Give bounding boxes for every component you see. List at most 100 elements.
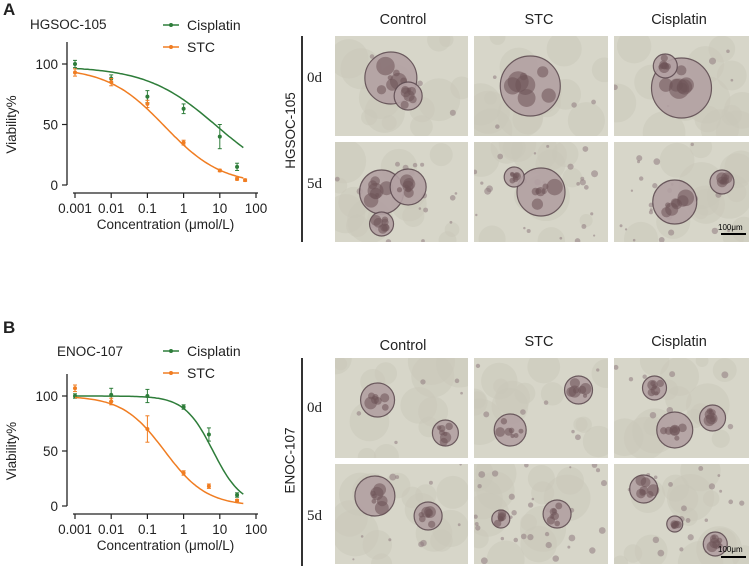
x-tick-label: 0.1 bbox=[138, 522, 157, 537]
cell-debris bbox=[576, 181, 580, 186]
cell-debris bbox=[480, 181, 484, 185]
background-texture bbox=[575, 416, 592, 433]
cell-debris bbox=[369, 54, 375, 59]
organoid-photo-b-stc-0d bbox=[474, 358, 608, 458]
background-texture bbox=[527, 358, 561, 384]
organoid-texture bbox=[372, 394, 379, 401]
organoid-photo-b-cisplatin-0d bbox=[614, 358, 749, 458]
organoid-texture bbox=[400, 87, 411, 98]
background-texture bbox=[486, 540, 525, 564]
cell-debris bbox=[460, 391, 463, 395]
cell-debris bbox=[614, 84, 618, 91]
cell-debris bbox=[739, 500, 745, 506]
cell-debris bbox=[708, 483, 716, 490]
cell-debris bbox=[730, 78, 734, 82]
organoid-texture bbox=[510, 171, 515, 176]
organoid-texture bbox=[508, 427, 515, 434]
background-texture bbox=[702, 490, 720, 507]
cell-debris bbox=[544, 531, 550, 537]
x-tick-label: 0.01 bbox=[98, 522, 124, 537]
background-texture bbox=[716, 60, 747, 91]
organoid-texture bbox=[671, 198, 682, 210]
condition-label-stc: STC bbox=[524, 334, 554, 350]
cell-debris bbox=[520, 533, 527, 540]
cell-debris bbox=[420, 162, 425, 167]
organoid-texture bbox=[579, 383, 592, 395]
cell-debris bbox=[690, 142, 694, 147]
organoid-texture bbox=[665, 202, 671, 208]
x-tick-label: 1 bbox=[180, 201, 188, 216]
background-texture bbox=[335, 142, 367, 184]
organoid-texture bbox=[636, 488, 646, 499]
organoid-photo-a-control-5d bbox=[335, 142, 468, 242]
cell-debris bbox=[513, 537, 519, 543]
organoid-texture bbox=[658, 64, 664, 70]
cell-debris bbox=[421, 239, 425, 242]
organoid-texture bbox=[510, 433, 515, 439]
organoid-texture bbox=[555, 502, 563, 510]
organoid-texture bbox=[428, 520, 436, 528]
y-tick-label: 0 bbox=[50, 499, 58, 514]
cell-debris bbox=[582, 146, 589, 152]
organoid-texture bbox=[541, 188, 547, 195]
cell-debris bbox=[657, 549, 665, 557]
cell-debris bbox=[679, 547, 684, 552]
background-texture bbox=[411, 358, 455, 398]
organoid-texture bbox=[664, 63, 671, 70]
organoid-texture bbox=[652, 384, 657, 389]
data-point-cisplatin bbox=[109, 392, 114, 397]
x-tick-label: 0.001 bbox=[58, 201, 92, 216]
cell-debris bbox=[598, 527, 606, 534]
x-tick-label: 0.01 bbox=[98, 201, 124, 216]
organoid-texture bbox=[495, 427, 506, 437]
cell-debris bbox=[698, 466, 704, 471]
chart-title: HGSOC-105 bbox=[30, 17, 107, 32]
cell-debris bbox=[728, 499, 734, 505]
scale-bar-label-b: 100μm bbox=[718, 545, 743, 554]
background-texture bbox=[335, 358, 352, 375]
y-axis-label: Viability% bbox=[4, 95, 19, 153]
cell-debris bbox=[668, 229, 675, 236]
background-texture bbox=[335, 177, 348, 194]
data-point-stc bbox=[145, 101, 150, 106]
cell-debris bbox=[704, 518, 709, 523]
background-texture bbox=[579, 213, 593, 228]
cell-debris bbox=[637, 160, 641, 164]
cell-debris bbox=[711, 227, 719, 235]
background-texture bbox=[662, 474, 690, 502]
cell-debris bbox=[417, 80, 423, 87]
cell-debris bbox=[533, 152, 537, 155]
cell-debris bbox=[454, 378, 460, 384]
cell-debris bbox=[480, 557, 488, 564]
background-texture bbox=[444, 222, 460, 237]
panel-letter-b: B bbox=[3, 318, 16, 337]
organoid-texture bbox=[503, 77, 522, 95]
organoid-texture bbox=[518, 428, 524, 434]
background-texture bbox=[373, 444, 399, 458]
organoid-texture bbox=[723, 174, 730, 181]
background-texture bbox=[335, 509, 379, 557]
cell-debris bbox=[497, 153, 504, 160]
organoid-texture bbox=[387, 75, 393, 81]
background-texture bbox=[567, 102, 605, 136]
background-texture bbox=[430, 529, 453, 552]
cell-debris bbox=[636, 155, 643, 162]
legend-marker bbox=[169, 349, 173, 353]
cell-debris bbox=[428, 480, 433, 485]
data-point-cisplatin bbox=[217, 134, 222, 139]
data-point-cisplatin bbox=[235, 164, 240, 169]
organoid-texture bbox=[705, 412, 718, 425]
cell-debris bbox=[474, 522, 479, 526]
data-point-stc bbox=[243, 178, 248, 183]
data-point-cisplatin bbox=[145, 94, 150, 99]
cell-debris bbox=[571, 429, 575, 434]
background-texture bbox=[695, 358, 709, 368]
cell-debris bbox=[491, 470, 499, 477]
background-texture bbox=[489, 36, 506, 45]
data-point-stc bbox=[73, 70, 77, 75]
cell-debris bbox=[569, 466, 572, 469]
cell-debris bbox=[652, 183, 658, 189]
organoid-texture bbox=[372, 493, 377, 499]
organoid-texture bbox=[541, 88, 556, 103]
organoid-texture bbox=[382, 223, 390, 232]
